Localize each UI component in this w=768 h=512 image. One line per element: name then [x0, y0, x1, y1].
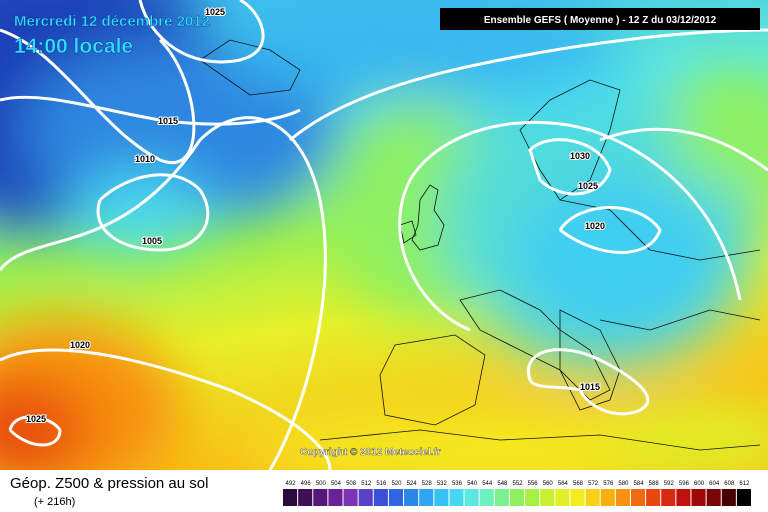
scale-label: 508 [346, 481, 357, 487]
scale-swatch [464, 489, 479, 506]
scale-label: 560 [543, 481, 554, 487]
scale-swatch [434, 489, 449, 506]
isobar-label: 1015 [158, 116, 178, 126]
scale-swatch [555, 489, 570, 506]
scale-label: 600 [694, 481, 705, 487]
scale-swatch [721, 489, 736, 506]
scale-label: 548 [497, 481, 508, 487]
coastlines [199, 39, 761, 451]
scale-label: 540 [467, 481, 478, 487]
scale-swatch [343, 489, 358, 506]
scale-swatch [479, 489, 494, 506]
color-scale: 492 496 500 504 508 512 516 520 524 528 532 536 540 5… [283, 481, 751, 506]
scale-label: 524 [407, 481, 418, 487]
isobar-label: 1025 [205, 7, 225, 17]
scale-label: 568 [573, 481, 584, 487]
isobar-label: 1020 [585, 221, 605, 231]
time: 14:00 locale [14, 35, 133, 58]
model-info: Ensemble GEFS ( Moyenne ) - 12 Z du 03/1… [484, 15, 717, 26]
scale-label: 496 [301, 481, 312, 487]
scale-label: 492 [286, 481, 297, 487]
scale-label: 528 [422, 481, 433, 487]
scale-swatch [419, 489, 434, 506]
scale-label: 612 [739, 481, 750, 487]
scale-swatch [706, 489, 721, 506]
isobar-label: 1020 [70, 340, 90, 350]
isobar-label: 1030 [570, 151, 590, 161]
scale-swatch [615, 489, 630, 506]
scale-label: 576 [603, 481, 614, 487]
scale-swatch [646, 489, 661, 506]
scale-label: 556 [528, 481, 539, 487]
field: 1025 1015 1010 1005 1020 1025 1030 1025 1020 1015 [0, 0, 768, 470]
scale-swatch [585, 489, 600, 506]
scale-swatch [570, 489, 585, 506]
legend-title: Géop. Z500 & pression au sol [10, 475, 208, 492]
legend-subtitle: (+ 216h) [34, 496, 75, 508]
scale-swatch [328, 489, 343, 506]
isobar-label: 1005 [142, 236, 162, 246]
scale-swatch [525, 489, 540, 506]
copyright: Copyright © 2012 Meteociel.fr [300, 447, 441, 458]
scale-swatch [736, 489, 751, 506]
scale-swatch [661, 489, 676, 506]
scale-swatch [358, 489, 373, 506]
isobar-labels: 1025 1015 1010 1005 1020 1025 1030 1025 1020 1015 [25, 6, 606, 425]
scale-swatch [449, 489, 464, 506]
scale-swatch [494, 489, 509, 506]
scale-label: 516 [376, 481, 387, 487]
scale-swatch [540, 489, 555, 506]
scale-label: 544 [482, 481, 493, 487]
scale-label: 536 [452, 481, 463, 487]
scale-label: 592 [664, 481, 675, 487]
isobar-label: 1010 [135, 154, 155, 164]
scale-label: 500 [316, 481, 327, 487]
isobars [0, 0, 768, 470]
scale-label: 580 [618, 481, 629, 487]
isobar-label: 1025 [578, 181, 598, 191]
scale-swatch [404, 489, 419, 506]
isobar-label: 1015 [580, 382, 600, 392]
scale-label: 552 [512, 481, 523, 487]
scale-swatch [313, 489, 328, 506]
scale-label: 512 [361, 481, 372, 487]
scale-swatch [373, 489, 388, 506]
isobar-label: 1025 [26, 414, 46, 424]
scale-label: 584 [634, 481, 645, 487]
scale-swatch [298, 489, 313, 506]
scale-swatch [600, 489, 615, 506]
date: Mercredi 12 décembre 2012 [14, 13, 210, 30]
scale-label: 572 [588, 481, 599, 487]
scale-swatch [630, 489, 646, 506]
scale-label: 564 [558, 481, 569, 487]
scale-swatch [388, 489, 404, 506]
model-box [440, 8, 760, 30]
scale-label: 532 [437, 481, 448, 487]
scale-swatch [676, 489, 691, 506]
scale-swatch [283, 489, 298, 506]
scale-swatch [691, 489, 706, 506]
scale-label: 604 [709, 481, 720, 487]
scale-label: 608 [724, 481, 735, 487]
scale-label: 504 [331, 481, 342, 487]
scale-swatch [509, 489, 525, 506]
scale-label: 520 [391, 481, 402, 487]
scale-label: 596 [679, 481, 690, 487]
scale-label: 588 [649, 481, 660, 487]
